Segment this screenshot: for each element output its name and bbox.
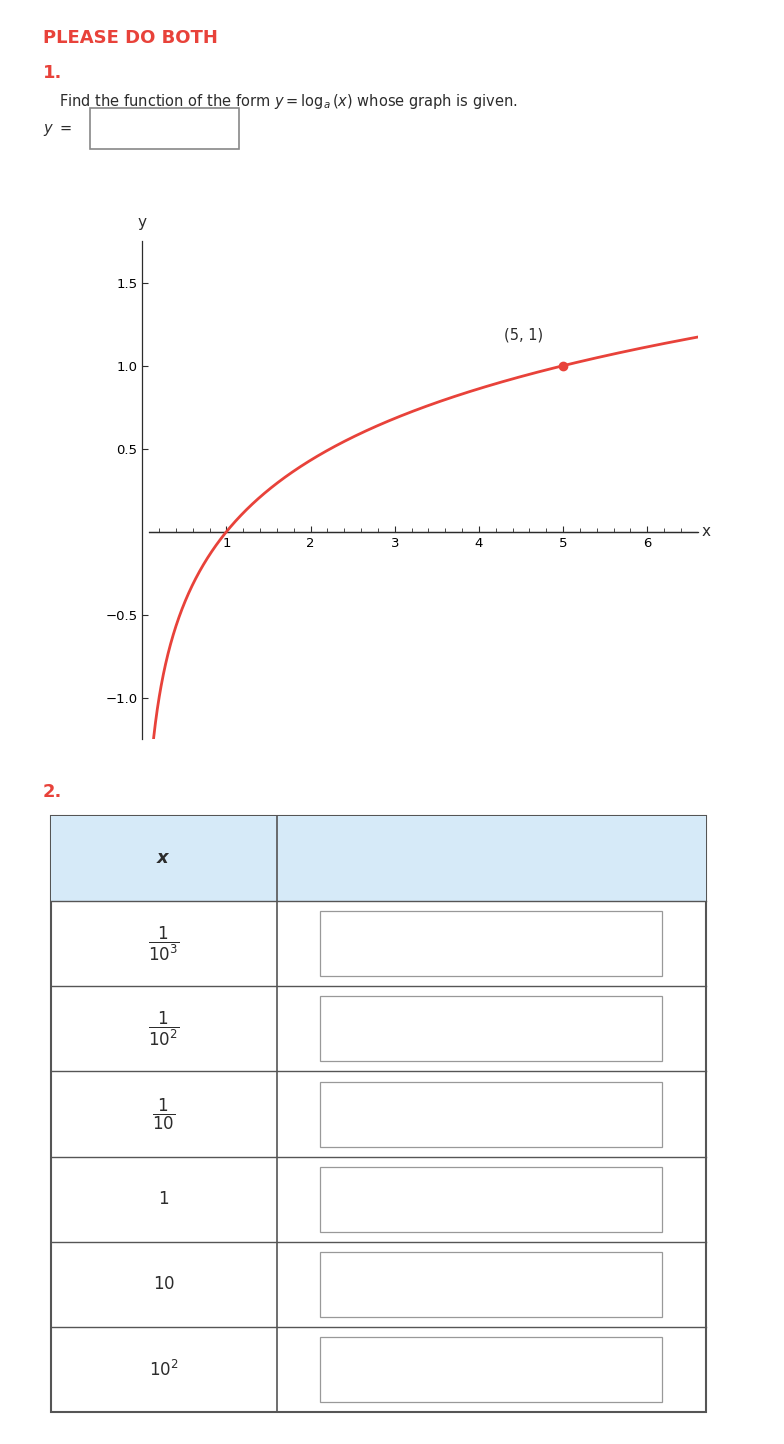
Text: $10^2$: $10^2$ — [149, 1360, 179, 1379]
Text: $\mathbf{2}$: $\mathbf{2}$ — [485, 849, 497, 868]
Text: 1.: 1. — [43, 64, 63, 81]
Text: PLEASE DO BOTH: PLEASE DO BOTH — [43, 29, 218, 46]
Text: $\boldsymbol{x}$: $\boldsymbol{x}$ — [157, 849, 171, 868]
Text: $y\ =$: $y\ =$ — [43, 121, 72, 139]
Text: $10$: $10$ — [153, 1275, 175, 1294]
Text: $\dfrac{1}{10}$: $\dfrac{1}{10}$ — [152, 1096, 176, 1132]
Text: Find the function of the form $y = \log_a(x)$ whose graph is given.: Find the function of the form $y = \log_… — [59, 92, 517, 111]
Text: 2.: 2. — [43, 783, 63, 800]
Text: (5, 1): (5, 1) — [504, 328, 543, 342]
Text: $1$: $1$ — [158, 1190, 169, 1209]
Text: $g(x) = $: $g(x) = $ — [441, 848, 492, 869]
Text: y: y — [138, 215, 147, 230]
Text: $ + \log(x)$: $ + \log(x)$ — [493, 848, 556, 869]
Text: $\dfrac{1}{10^3}$: $\dfrac{1}{10^3}$ — [148, 924, 180, 963]
Text: x: x — [702, 524, 711, 539]
Text: $\dfrac{1}{10^2}$: $\dfrac{1}{10^2}$ — [148, 1009, 180, 1048]
